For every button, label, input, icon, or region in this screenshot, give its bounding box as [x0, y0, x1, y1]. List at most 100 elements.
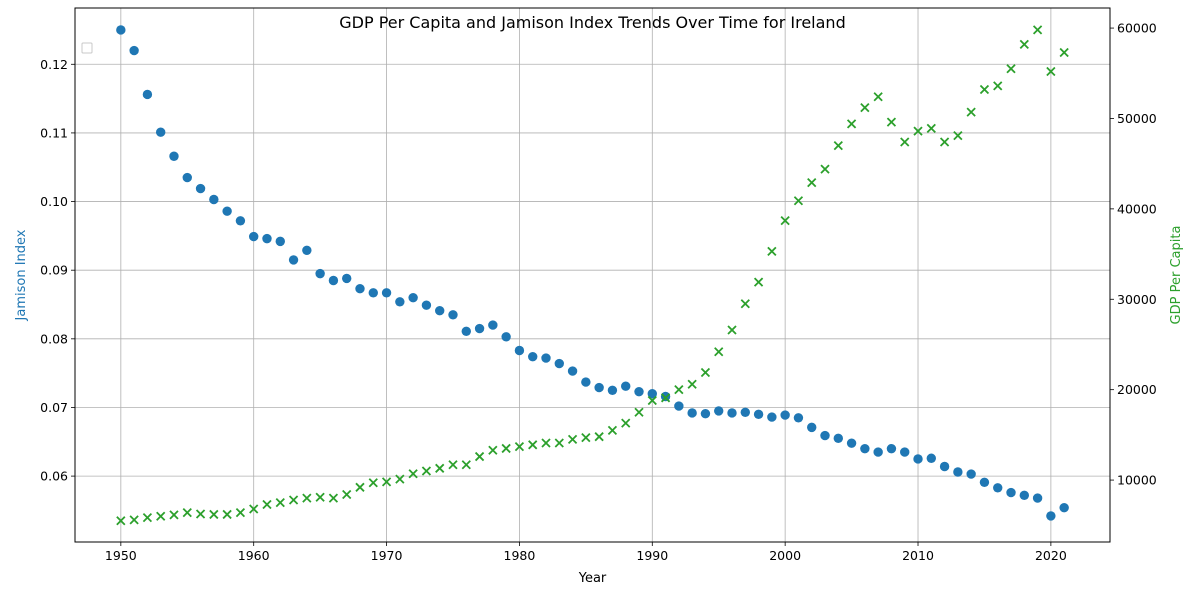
gdp-point	[607, 425, 618, 435]
gdp-point	[249, 504, 259, 514]
jamison-point	[674, 401, 684, 411]
y-left-tick-label: 0.07	[40, 400, 68, 415]
gdp-point	[395, 474, 405, 484]
jamison-point	[288, 255, 299, 265]
y-left-tick-label: 0.08	[40, 331, 68, 346]
jamison-point	[368, 288, 378, 298]
gdp-point	[780, 215, 790, 226]
plot-frame	[74, 7, 1111, 543]
gdp-point	[860, 102, 870, 113]
jamison-point	[873, 447, 883, 457]
legend-box-icon	[81, 42, 93, 54]
y-left-axis-title: Jamison Index	[14, 229, 29, 321]
jamison-point	[541, 353, 551, 363]
x-tick-label: 2000	[769, 548, 801, 563]
gdp-point	[195, 509, 206, 519]
jamison-point	[807, 422, 817, 433]
gdp-point	[820, 164, 830, 174]
jamison-point	[860, 443, 870, 454]
jamison-point	[275, 236, 285, 247]
gdp-per-capita-series	[116, 25, 1069, 526]
jamison-point	[116, 25, 126, 35]
jamison-point	[474, 323, 485, 334]
jamison-point	[966, 469, 976, 479]
gdp-point	[1032, 25, 1043, 35]
gdp-point	[474, 451, 485, 462]
jamison-point	[381, 288, 392, 298]
jamison-point	[621, 381, 631, 391]
jamison-point	[846, 438, 857, 448]
gdp-point	[528, 440, 538, 450]
jamison-point	[647, 389, 657, 399]
gdp-point	[727, 325, 737, 335]
gdp-point	[182, 507, 192, 518]
jamison-point	[634, 386, 644, 397]
jamison-point	[939, 461, 950, 472]
jamison-point	[913, 454, 923, 464]
jamison-point	[793, 413, 804, 423]
gdp-point	[873, 92, 883, 102]
jamison-point	[488, 320, 498, 330]
gdp-point	[674, 385, 684, 395]
jamison-point	[142, 89, 153, 100]
jamison-point	[1019, 490, 1030, 501]
jamison-point	[1006, 487, 1016, 498]
gdp-point	[275, 498, 285, 508]
y-right-tick-label: 40000	[1117, 201, 1157, 216]
gdp-point	[488, 445, 498, 455]
gdp-point	[993, 81, 1003, 91]
jamison-point	[195, 183, 206, 194]
gdp-point	[581, 432, 591, 443]
gdp-point	[169, 510, 179, 520]
x-tick-label: 1960	[238, 548, 270, 563]
jamison-point	[820, 430, 830, 441]
jamison-point	[209, 194, 219, 205]
jamison-point	[435, 305, 445, 316]
gdp-point	[740, 299, 750, 309]
gdp-point	[368, 478, 378, 488]
jamison-point	[714, 406, 724, 416]
gdp-point	[116, 516, 126, 526]
gdp-point	[1059, 47, 1069, 58]
gdp-point	[621, 418, 631, 428]
gdp-point	[687, 379, 697, 389]
chart-title: GDP Per Capita and Jamison Index Trends …	[339, 13, 845, 32]
y-left-tick-label: 0.12	[40, 57, 68, 72]
y-left-tick-label: 0.10	[40, 194, 68, 209]
jamison-point	[315, 268, 325, 279]
gdp-point	[1006, 64, 1016, 74]
gdp-point	[1046, 66, 1056, 77]
jamison-point	[567, 366, 578, 376]
jamison-point	[594, 382, 604, 393]
jamison-point	[328, 275, 339, 286]
gdp-point	[1019, 39, 1029, 49]
jamison-point	[780, 410, 790, 420]
gdp-point	[700, 367, 711, 378]
jamison-point	[979, 477, 990, 487]
y-right-tick-label: 30000	[1117, 292, 1157, 307]
gdp-point	[501, 443, 511, 454]
gdp-point	[421, 466, 432, 476]
jamison-point	[355, 284, 365, 294]
gdp-point	[833, 140, 843, 151]
gdp-point	[355, 482, 365, 492]
gdp-point	[142, 512, 153, 523]
gdp-point	[554, 438, 564, 448]
gdp-point	[939, 137, 950, 147]
y-left-tick-label: 0.06	[40, 469, 68, 484]
gdp-point	[807, 178, 817, 188]
jamison-point	[182, 172, 192, 183]
gdp-point	[714, 347, 724, 357]
jamison-point	[302, 245, 312, 255]
axes: 1950 1960 1970 1980 1990 2000 2010 2020 0.06 0.07…	[40, 21, 1157, 563]
gdp-point	[235, 507, 246, 518]
gdp-point	[634, 407, 644, 417]
x-tick-label: 1970	[371, 548, 403, 563]
x-tick-label: 2020	[1035, 548, 1067, 563]
x-tick-label: 1950	[105, 548, 137, 563]
gdp-point	[514, 441, 525, 452]
x-tick-label: 2010	[902, 548, 934, 563]
jamison-point	[767, 412, 777, 422]
gdp-point	[288, 495, 299, 505]
